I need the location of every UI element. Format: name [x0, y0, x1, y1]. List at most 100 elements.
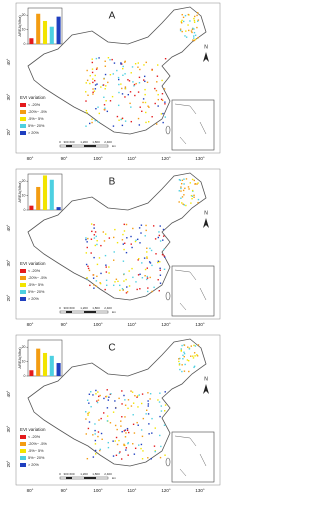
- pixel: [180, 22, 183, 24]
- pixel: [113, 251, 115, 253]
- legend-label: -5%~ 5%: [28, 283, 44, 287]
- pixel: [93, 287, 95, 289]
- pixel: [105, 85, 107, 87]
- pixel: [96, 401, 99, 404]
- pixel: [191, 197, 193, 200]
- pixel: [181, 30, 183, 33]
- pixel: [94, 443, 97, 445]
- pixel: [159, 282, 162, 284]
- lon-label: 90°: [61, 156, 68, 161]
- pixel: [134, 394, 136, 397]
- pixel: [96, 400, 98, 402]
- legend-label: > 20%: [28, 463, 39, 467]
- pixel: [132, 81, 134, 83]
- pixel: [90, 405, 92, 408]
- pixel: [100, 272, 102, 275]
- pixel: [164, 256, 166, 258]
- pixel: [118, 78, 120, 81]
- pixel: [184, 363, 186, 366]
- pixel: [181, 364, 183, 366]
- pixel: [124, 436, 127, 438]
- pixel: [182, 16, 185, 19]
- pixel: [157, 64, 159, 66]
- pixel: [86, 246, 88, 249]
- pixel: [99, 449, 101, 452]
- pixel: [151, 116, 153, 118]
- pixel: [92, 81, 94, 84]
- pixel: [104, 107, 106, 109]
- pixel: [121, 239, 124, 241]
- pixel: [179, 28, 182, 30]
- scale-label: 300: [63, 306, 68, 310]
- pixel: [164, 410, 166, 412]
- lon-label: 90°: [61, 322, 68, 327]
- pixel: [154, 238, 157, 240]
- legend-swatch: [20, 131, 26, 135]
- pixel: [190, 30, 193, 32]
- pixel: [103, 96, 105, 98]
- pixel: [115, 436, 118, 439]
- pixel: [138, 394, 140, 396]
- pixel: [95, 68, 98, 70]
- pixel: [138, 257, 140, 260]
- pixel: [126, 429, 129, 432]
- lon-label: 130°: [195, 322, 205, 327]
- pixel: [116, 443, 119, 446]
- pixel: [123, 444, 125, 447]
- pixel: [157, 260, 160, 262]
- pixel: [93, 284, 95, 286]
- pixel: [91, 71, 94, 74]
- pixel: [103, 104, 106, 106]
- pixel: [190, 202, 192, 204]
- pixel: [95, 389, 97, 392]
- pixel: [116, 115, 119, 118]
- pixel: [151, 417, 153, 420]
- pixel: [95, 235, 97, 238]
- pixel: [158, 290, 160, 292]
- pixel: [91, 68, 94, 70]
- pixel: [85, 100, 87, 102]
- pixel: [88, 269, 91, 272]
- pixel: [190, 194, 193, 197]
- pixel: [129, 91, 132, 93]
- pixel: [149, 262, 152, 264]
- island: [165, 125, 171, 135]
- pixel: [98, 57, 100, 59]
- pixel: [137, 424, 139, 426]
- pixel: [190, 345, 192, 347]
- pixel: [94, 84, 97, 86]
- pixel: [196, 12, 199, 14]
- pixel: [100, 244, 102, 247]
- north-arrow: [203, 384, 209, 394]
- pixel: [135, 281, 137, 283]
- pixel: [191, 195, 194, 197]
- panel-label: B: [109, 177, 116, 188]
- pixel: [92, 91, 94, 94]
- pixel: [185, 36, 188, 38]
- legend-swatch: [20, 435, 26, 439]
- pixel: [123, 280, 125, 282]
- pixel: [124, 60, 126, 63]
- pixel: [99, 394, 101, 397]
- pixel: [179, 179, 182, 182]
- pixel: [133, 85, 135, 87]
- pixel: [138, 444, 140, 446]
- pixel: [193, 365, 196, 368]
- pixel: [137, 259, 139, 261]
- pixel: [154, 102, 156, 105]
- bar: [56, 16, 61, 44]
- pixel: [88, 411, 90, 414]
- lon-label: 100°: [93, 156, 103, 161]
- pixel: [147, 105, 149, 107]
- pixel: [146, 256, 148, 258]
- pixel: [107, 446, 110, 449]
- bar: [29, 205, 34, 210]
- pixel: [141, 435, 144, 438]
- pixel: [113, 284, 115, 287]
- pixel: [155, 89, 158, 92]
- pixel: [131, 66, 134, 68]
- pixel: [104, 65, 107, 67]
- pixel: [180, 190, 182, 192]
- pixel: [103, 412, 105, 414]
